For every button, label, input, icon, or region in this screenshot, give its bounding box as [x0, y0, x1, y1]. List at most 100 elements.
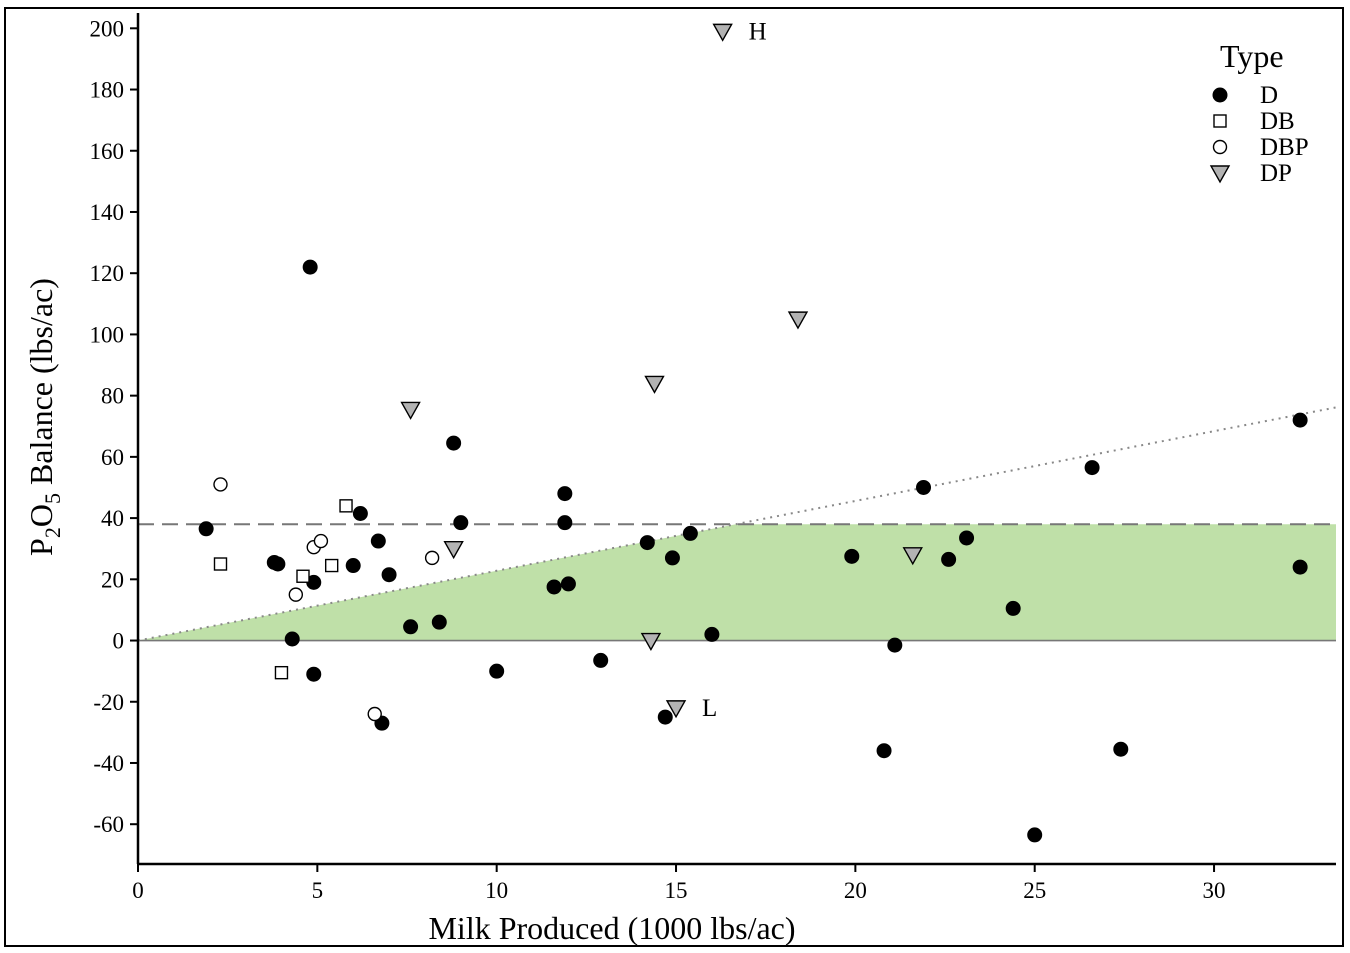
point-d: [345, 558, 361, 574]
point-d: [306, 666, 322, 682]
y-tick-label: 40: [101, 506, 124, 531]
point-d: [1292, 559, 1308, 575]
y-tick-label: 140: [90, 200, 125, 225]
annotation-label: H: [749, 18, 767, 45]
point-db: [324, 558, 339, 573]
point-d: [887, 637, 903, 653]
point-d: [916, 479, 932, 495]
point-d: [941, 551, 957, 567]
point-d: [844, 548, 860, 564]
y-tick-label: 120: [90, 261, 125, 286]
point-d: [1027, 827, 1043, 843]
point-d: [1005, 600, 1021, 616]
point-dp: [712, 23, 733, 42]
annotations-layer: HL: [702, 18, 767, 722]
x-tick-label: 30: [1203, 878, 1226, 903]
point-d: [381, 567, 397, 583]
point-d: [876, 743, 892, 759]
legend-label-d: D: [1260, 82, 1278, 109]
y-axis-title-tail: Balance (lbs/ac): [23, 278, 59, 493]
point-dbp: [288, 587, 304, 602]
point-dp: [443, 541, 464, 560]
point-d: [959, 530, 975, 546]
point-dbp: [367, 706, 382, 722]
shaded-band-layer: [138, 524, 1336, 641]
point-dbp: [313, 533, 329, 549]
y-tick-label: 200: [90, 16, 125, 41]
legend-marker-db: [1213, 114, 1227, 128]
point-d: [302, 259, 318, 275]
point-d: [270, 556, 286, 572]
legend-marker-dbp: [1212, 139, 1228, 155]
point-d: [639, 535, 655, 551]
point-dp: [787, 311, 809, 330]
y-tick-label: 60: [101, 445, 124, 470]
legend-marker-d: [1212, 87, 1228, 103]
x-axis-title: Milk Produced (1000 lbs/ac): [428, 910, 795, 945]
point-d: [664, 550, 680, 566]
point-d: [1292, 412, 1308, 428]
point-d: [352, 505, 368, 521]
y-tick-label: 180: [90, 78, 125, 103]
point-dp: [665, 700, 687, 719]
y-axis-title: P2O5 Balance (lbs/ac): [23, 278, 65, 556]
point-d: [403, 619, 419, 635]
annotation-label: L: [702, 695, 717, 722]
y-tick-label: -40: [93, 751, 124, 776]
point-d: [489, 663, 505, 679]
point-dp: [400, 401, 421, 420]
y-axis-title-sub1: 2: [40, 527, 65, 538]
point-dp: [640, 632, 662, 651]
point-db: [296, 569, 310, 583]
y-tick-label: -60: [93, 812, 124, 837]
x-tick-label: 5: [312, 878, 324, 903]
point-d: [682, 525, 698, 541]
point-dp: [902, 547, 923, 566]
point-dp: [644, 375, 665, 394]
points-layer: [198, 23, 1308, 843]
point-d: [593, 652, 609, 668]
point-d: [453, 515, 469, 531]
legend-marker-dp: [1209, 165, 1231, 184]
point-d: [657, 709, 673, 725]
y-tick-label: 100: [90, 322, 125, 347]
point-db: [213, 557, 228, 571]
y-axis-title-o: O: [23, 504, 59, 527]
x-tick-label: 0: [132, 878, 144, 903]
dotted-slope-line: [137, 406, 1337, 642]
point-d: [198, 521, 214, 537]
x-tick-label: 10: [485, 878, 508, 903]
point-d: [557, 486, 573, 502]
y-tick-label: 0: [113, 629, 125, 654]
x-tick-label: 15: [665, 878, 688, 903]
point-db: [274, 665, 289, 680]
y-tick-label: 80: [101, 384, 124, 409]
legend-label-dbp: DBP: [1260, 134, 1309, 161]
y-axis-title-sub2: 5: [40, 493, 65, 504]
point-d: [284, 631, 300, 647]
point-d: [370, 533, 386, 549]
point-d: [1113, 741, 1129, 757]
x-tick-label: 25: [1023, 878, 1046, 903]
shaded-band: [138, 524, 1336, 641]
y-tick-label: -20: [93, 690, 124, 715]
legend-title: Type: [1220, 38, 1284, 74]
axes-layer: -60 -40 -20 0 20 40 60 80 100 120 140 160 180 200 0 5 10…: [90, 13, 1336, 903]
point-d: [704, 626, 720, 642]
legend-label-db: DB: [1260, 108, 1295, 135]
point-d: [557, 515, 573, 531]
point-d: [446, 435, 462, 451]
point-dbp: [213, 477, 228, 492]
legend-label-dp: DP: [1260, 160, 1292, 187]
point-d: [546, 579, 562, 595]
x-tick-label: 20: [844, 878, 867, 903]
point-d: [560, 576, 576, 592]
scatter-chart: -60 -40 -20 0 20 40 60 80 100 120 140 160 180 200 0 5 10…: [23, 13, 1337, 946]
point-dbp: [424, 550, 440, 566]
reference-lines-layer: [137, 406, 1337, 642]
y-axis-title-p: P: [23, 538, 59, 556]
y-tick-label: 20: [101, 567, 124, 592]
chart-frame: -60 -40 -20 0 20 40 60 80 100 120 140 160 180 200 0 5 10…: [4, 7, 1344, 947]
point-d: [431, 614, 447, 630]
